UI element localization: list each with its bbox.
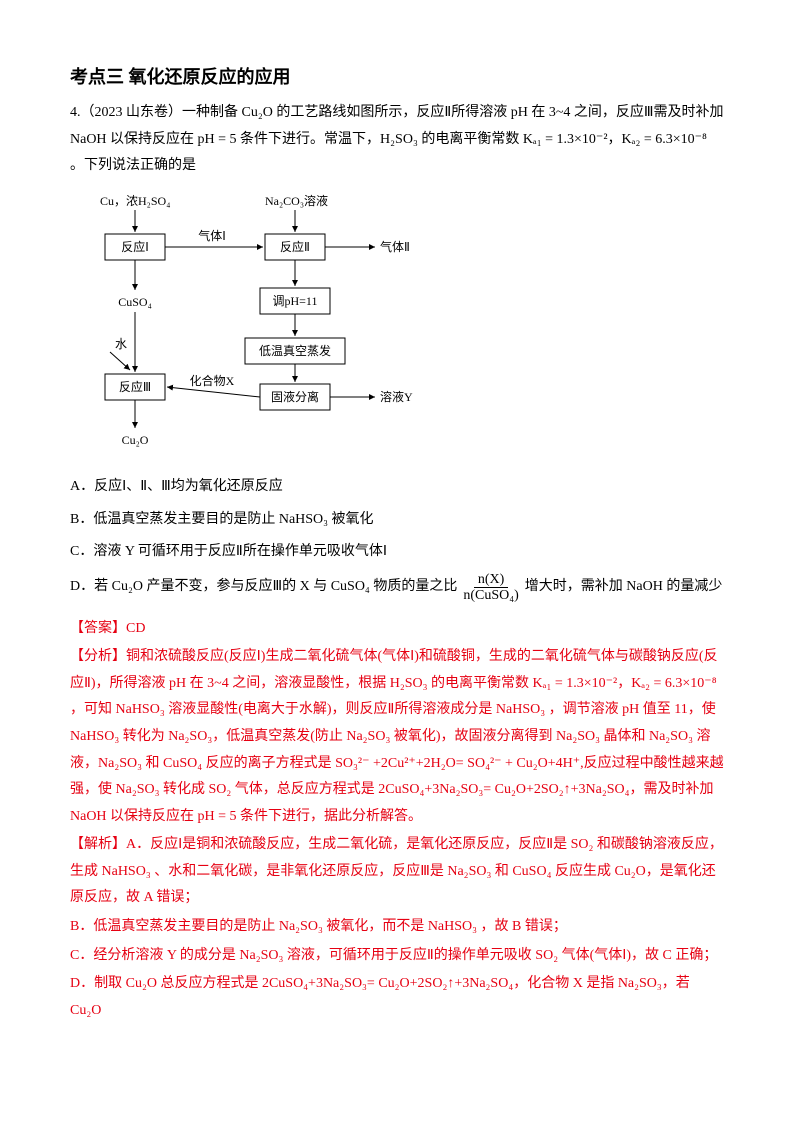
options-block: A．反应Ⅰ、Ⅱ、Ⅲ均为氧化还原反应 B．低温真空蒸发主要目的是防止 NaHSO₃… <box>70 474 724 604</box>
text-reaction-1: 反应Ⅰ <box>121 239 149 254</box>
text-reaction-2: 反应Ⅱ <box>280 239 310 254</box>
fraction-denominator: n(CuSO₄) <box>459 588 522 603</box>
option-c: C．溶液 Y 可循环用于反应Ⅱ所在操作单元吸收气体Ⅰ <box>70 539 724 566</box>
explain-a: 【解析】A．反应Ⅰ是铜和浓硫酸反应，生成二氧化硫，是氧化还原反应，反应Ⅱ是 SO… <box>70 832 724 912</box>
label-solY: 溶液Y <box>380 389 413 404</box>
text-evap: 低温真空蒸发 <box>259 343 331 358</box>
label-gas-2: 气体Ⅱ <box>380 239 410 254</box>
process-flowchart: Cu，浓H₂SO₄ Na₂CO₃溶液 反应Ⅰ 反应Ⅱ 气体Ⅰ 气体Ⅱ CuSO₄… <box>80 190 724 460</box>
explain-d: D．制取 Cu₂O 总反应方程式是 2CuSO₄+3Na₂SO₃= Cu₂O+2… <box>70 971 724 1024</box>
explain-c: C．经分析溶液 Y 的成分是 Na₂SO₃ 溶液，可循环用于反应Ⅱ的操作单元吸收… <box>70 943 724 970</box>
explain-b: B．低温真空蒸发主要目的是防止 Na₂SO₃ 被氧化，而不是 NaHSO₃ ，故… <box>70 914 724 941</box>
label-cmpX: 化合物X <box>190 373 235 388</box>
analysis-label: 【分析】 <box>70 649 126 664</box>
text-reaction-3: 反应Ⅲ <box>119 379 151 394</box>
answer-line: 【答案】CD <box>70 616 724 643</box>
section-title: 考点三 氧化还原反应的应用 <box>70 60 724 94</box>
label-gas-1: 气体Ⅰ <box>198 228 226 243</box>
label-cu-h2so4: Cu，浓H₂SO₄ <box>100 194 170 208</box>
option-d-post: 增大时，需补加 NaOH 的量减少 <box>525 574 723 601</box>
analysis-body: 铜和浓硫酸反应(反应Ⅰ)生成二氧化硫气体(气体Ⅰ)和硫酸铜，生成的二氧化硫气体与… <box>70 649 724 824</box>
text-ph: 调pH=11 <box>273 294 318 308</box>
fraction-numerator: n(X) <box>474 572 508 588</box>
option-b: B．低温真空蒸发主要目的是防止 NaHSO₃ 被氧化 <box>70 507 724 534</box>
option-d-fraction: n(X) n(CuSO₄) <box>459 572 522 604</box>
option-d-pre: D．若 Cu₂O 产量不变，参与反应Ⅲ的 X 与 CuSO₄ 物质的量之比 <box>70 574 457 601</box>
explain-a-text: A．反应Ⅰ是铜和浓硫酸反应，生成二氧化硫，是氧化还原反应，反应Ⅱ是 SO₂ 和碳… <box>70 837 723 905</box>
label-na2co3: Na₂CO₃溶液 <box>265 193 328 208</box>
label-cu2o: Cu₂O <box>122 433 149 447</box>
explain-label: 【解析】 <box>70 837 126 852</box>
label-cuso4: CuSO₄ <box>118 295 152 309</box>
analysis-block: 【分析】铜和浓硫酸反应(反应Ⅰ)生成二氧化硫气体(气体Ⅰ)和硫酸铜，生成的二氧化… <box>70 644 724 830</box>
option-a: A．反应Ⅰ、Ⅱ、Ⅲ均为氧化还原反应 <box>70 474 724 501</box>
label-water: 水 <box>115 337 127 351</box>
option-d: D．若 Cu₂O 产量不变，参与反应Ⅲ的 X 与 CuSO₄ 物质的量之比 n(… <box>70 572 724 604</box>
question-intro: 4.（2023 山东卷）一种制备 Cu₂O 的工艺路线如图所示，反应Ⅱ所得溶液 … <box>70 100 724 180</box>
text-sep: 固液分离 <box>271 389 319 404</box>
